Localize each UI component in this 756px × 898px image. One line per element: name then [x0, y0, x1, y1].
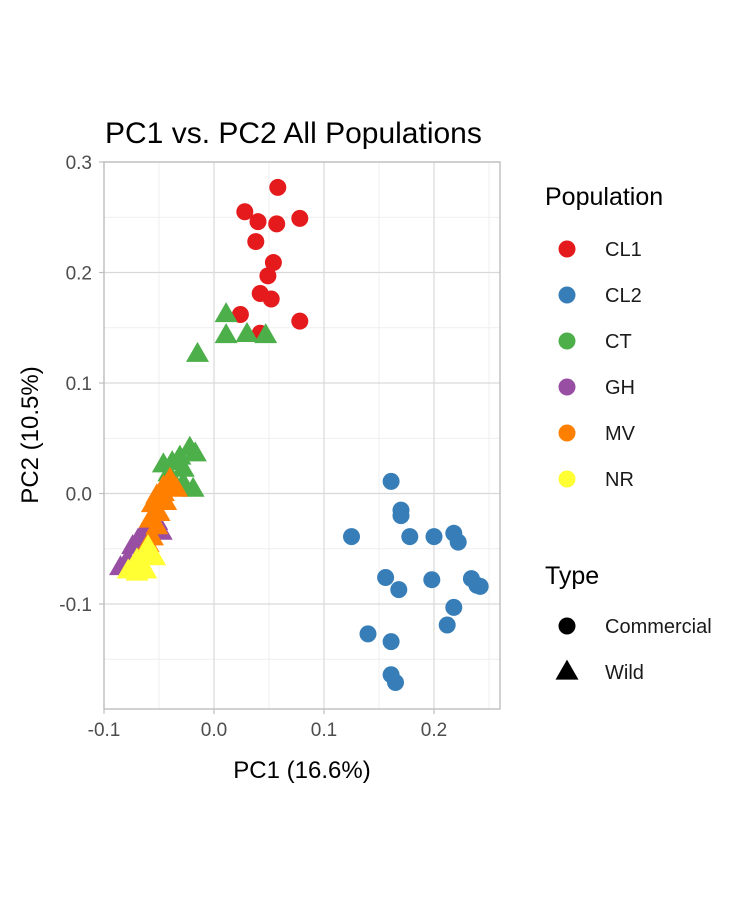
point-cl1: [291, 312, 309, 330]
chart-title: PC1 vs. PC2 All Populations: [105, 117, 482, 150]
x-tick-label: 0.2: [421, 720, 447, 741]
point-cl1: [236, 203, 254, 221]
legend-type-title: Type: [545, 562, 599, 590]
point-nr: [134, 558, 158, 579]
point-cl2: [425, 528, 443, 546]
y-tick-label: 0.0: [66, 485, 92, 506]
legend-key-gh: [558, 378, 576, 396]
x-axis-title: PC1 (16.6%): [233, 757, 370, 784]
point-cl1: [247, 233, 265, 251]
point-cl1: [291, 209, 309, 227]
point-cl2: [359, 625, 377, 643]
point-cl2: [390, 581, 408, 599]
point-cl2: [445, 598, 463, 616]
y-tick-label: 0.2: [66, 264, 92, 285]
y-tick-label: 0.1: [66, 374, 92, 395]
point-cl1: [268, 215, 286, 233]
legend-key-wild: [555, 659, 579, 680]
legend-label-wild: Wild: [605, 662, 644, 684]
point-cl1: [249, 213, 267, 231]
point-cl1: [262, 290, 280, 308]
point-ct: [183, 441, 207, 462]
point-cl1: [264, 254, 282, 272]
x-tick-label: 0.1: [311, 720, 337, 741]
legend-key-cl1: [558, 240, 576, 258]
y-tick-label: 0.3: [66, 153, 92, 174]
legend-label-commercial: Commercial: [605, 616, 712, 638]
legend-label-cl2: CL2: [605, 285, 642, 307]
point-mv: [151, 481, 175, 502]
legend: Population CL1 CL2 CT GH MV NR Type Commercia…: [545, 183, 712, 684]
legend-key-ct: [558, 332, 576, 350]
data-points: [109, 178, 489, 691]
x-tick-label: 0.0: [201, 720, 227, 741]
point-cl2: [392, 507, 410, 525]
legend-key-nr: [558, 470, 576, 488]
point-ct: [181, 476, 205, 497]
point-ct: [254, 323, 278, 344]
point-cl1: [259, 267, 277, 285]
point-cl2: [438, 616, 456, 634]
point-cl1: [269, 178, 287, 196]
axis-ticks: -0.1 0.0 0.1 0.2 -0.1 0.0 0.1 0.2 0.3: [59, 153, 447, 741]
point-cl2: [382, 472, 400, 490]
point-cl2: [449, 533, 467, 551]
point-cl2: [382, 633, 400, 651]
point-cl2: [401, 528, 419, 546]
point-ct: [186, 341, 209, 362]
legend-label-nr: NR: [605, 469, 634, 491]
point-cl2: [343, 528, 360, 546]
point-cl2: [377, 568, 395, 586]
point-ct: [214, 323, 238, 344]
point-cl2: [471, 577, 489, 595]
legend-population-title: Population: [545, 183, 663, 211]
legend-label-mv: MV: [605, 423, 636, 445]
legend-label-cl1: CL1: [605, 239, 642, 261]
legend-key-mv: [558, 424, 576, 442]
point-ct: [171, 456, 195, 477]
panel-border: [103, 161, 501, 710]
point-ct: [235, 321, 259, 342]
y-tick-label: -0.1: [59, 595, 92, 616]
x-tick-label: -0.1: [88, 720, 121, 741]
point-cl2: [423, 571, 441, 589]
point-cl2: [387, 673, 404, 691]
point-ct: [214, 302, 238, 323]
legend-label-gh: GH: [605, 377, 635, 399]
legend-key-commercial: [558, 617, 576, 635]
point-cl1: [231, 305, 249, 323]
legend-key-cl2: [558, 286, 576, 304]
legend-label-ct: CT: [605, 331, 632, 353]
y-axis-title: PC2 (10.5%): [17, 366, 44, 503]
